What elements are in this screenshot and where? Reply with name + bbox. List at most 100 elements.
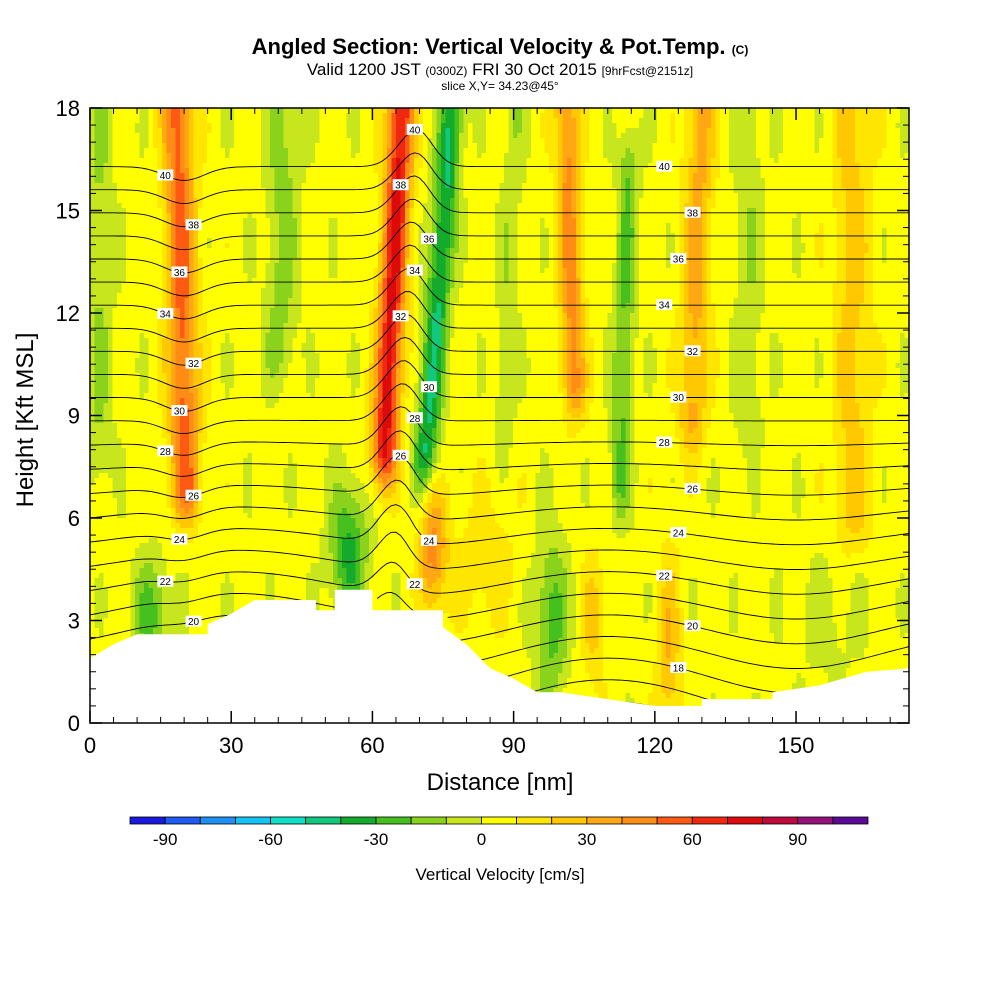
velocity-cell: [90, 528, 96, 534]
velocity-cell: [108, 218, 114, 224]
velocity-cell: [216, 363, 222, 369]
velocity-cell: [184, 483, 190, 489]
velocity-cell: [175, 418, 181, 424]
velocity-cell: [130, 328, 136, 334]
velocity-cell: [121, 138, 127, 144]
velocity-cell: [112, 353, 118, 359]
velocity-cell: [184, 573, 190, 579]
velocity-cell: [90, 403, 96, 409]
velocity-cell: [261, 543, 267, 549]
velocity-cell: [139, 398, 145, 404]
velocity-cell: [229, 553, 235, 559]
velocity-cell: [130, 163, 136, 169]
velocity-cell: [112, 453, 118, 459]
velocity-cell: [153, 228, 159, 234]
velocity-cell: [175, 588, 181, 594]
velocity-cell: [229, 208, 235, 214]
velocity-cell: [193, 518, 199, 524]
velocity-cell: [270, 123, 276, 129]
velocity-cell: [234, 188, 240, 194]
velocity-cell: [265, 283, 271, 289]
velocity-cell: [171, 348, 177, 354]
velocity-cell: [157, 223, 163, 229]
velocity-cell: [229, 423, 235, 429]
velocity-cell: [99, 563, 105, 569]
velocity-cell: [139, 138, 145, 144]
velocity-cell: [256, 403, 262, 409]
velocity-cell: [112, 408, 118, 414]
velocity-cell: [243, 388, 249, 394]
velocity-cell: [193, 433, 199, 439]
velocity-cell: [207, 363, 213, 369]
velocity-cell: [166, 373, 172, 379]
velocity-cell: [121, 148, 127, 154]
velocity-cell: [265, 358, 271, 364]
velocity-cell: [139, 343, 145, 349]
velocity-cell: [148, 388, 154, 394]
velocity-cell: [148, 403, 154, 409]
velocity-cell: [103, 503, 109, 509]
velocity-cell: [247, 473, 253, 479]
velocity-cell: [117, 133, 123, 139]
velocity-cell: [256, 128, 262, 134]
velocity-cell: [180, 603, 186, 609]
velocity-cell: [265, 183, 271, 189]
velocity-cell: [135, 178, 141, 184]
velocity-cell: [202, 198, 208, 204]
velocity-cell: [238, 408, 244, 414]
velocity-cell: [126, 143, 132, 149]
velocity-cell: [99, 283, 105, 289]
velocity-cell: [135, 253, 141, 259]
velocity-cell: [153, 588, 159, 594]
velocity-cell: [211, 383, 217, 389]
velocity-cell: [198, 338, 204, 344]
velocity-cell: [171, 288, 177, 294]
velocity-cell: [220, 478, 226, 484]
velocity-cell: [216, 478, 222, 484]
velocity-cell: [202, 438, 208, 444]
velocity-cell: [225, 363, 231, 369]
velocity-cell: [220, 373, 226, 379]
velocity-cell: [153, 303, 159, 309]
velocity-cell: [198, 463, 204, 469]
velocity-cell: [180, 233, 186, 239]
velocity-cell: [117, 378, 123, 384]
velocity-cell: [193, 473, 199, 479]
velocity-cell: [234, 503, 240, 509]
velocity-cell: [220, 238, 226, 244]
velocity-cell: [225, 478, 231, 484]
velocity-cell: [247, 588, 253, 594]
velocity-cell: [94, 398, 100, 404]
velocity-cell: [148, 313, 154, 319]
velocity-cell: [99, 318, 105, 324]
velocity-cell: [112, 328, 118, 334]
velocity-cell: [94, 388, 100, 394]
velocity-cell: [229, 248, 235, 254]
velocity-cell: [130, 273, 136, 279]
velocity-cell: [198, 418, 204, 424]
velocity-cell: [198, 458, 204, 464]
velocity-cell: [256, 338, 262, 344]
velocity-cell: [135, 193, 141, 199]
velocity-cell: [211, 378, 217, 384]
velocity-cell: [243, 323, 249, 329]
velocity-cell: [216, 458, 222, 464]
velocity-cell: [112, 608, 118, 614]
velocity-cell: [229, 373, 235, 379]
velocity-cell: [247, 523, 253, 529]
velocity-cell: [126, 268, 132, 274]
velocity-cell: [207, 128, 213, 134]
velocity-cell: [126, 178, 132, 184]
velocity-cell: [238, 548, 244, 554]
velocity-cell: [207, 243, 213, 249]
velocity-cell: [180, 563, 186, 569]
velocity-cell: [166, 368, 172, 374]
velocity-cell: [216, 473, 222, 479]
velocity-cell: [216, 433, 222, 439]
velocity-cell: [265, 363, 271, 369]
velocity-cell: [220, 498, 226, 504]
velocity-cell: [180, 578, 186, 584]
velocity-cell: [207, 558, 213, 564]
velocity-cell: [229, 193, 235, 199]
velocity-cell: [193, 503, 199, 509]
